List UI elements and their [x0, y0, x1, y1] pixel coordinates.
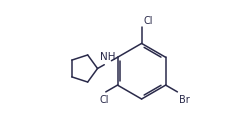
Text: Cl: Cl — [144, 16, 153, 26]
Text: Br: Br — [179, 95, 190, 105]
Text: NH: NH — [100, 52, 115, 62]
Text: Cl: Cl — [100, 95, 109, 105]
